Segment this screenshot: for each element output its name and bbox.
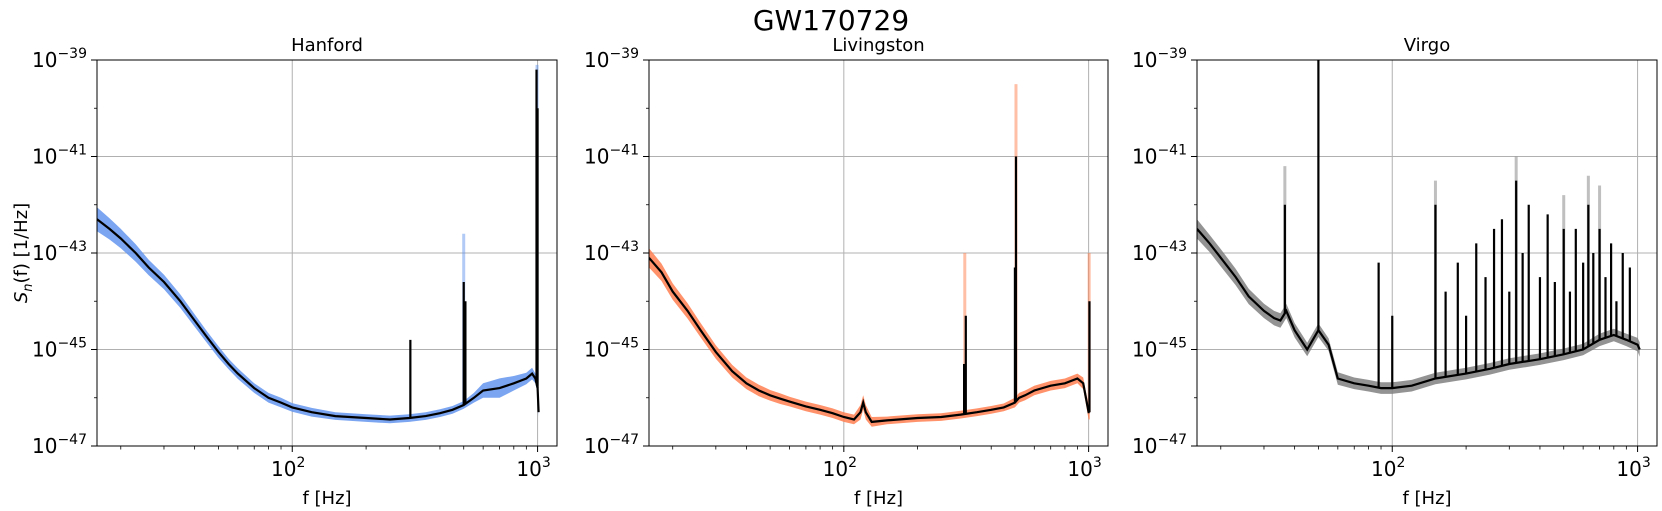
x-tick-label: 102	[271, 455, 305, 481]
plot-area	[97, 64, 540, 424]
uncertainty-band	[1197, 219, 1640, 394]
y-tick-label: 10−47	[1132, 432, 1187, 458]
y-tick-label: 10−39	[584, 46, 639, 72]
figure-title: GW170729	[752, 4, 910, 37]
y-tick-label: 10−47	[32, 432, 87, 458]
y-tick-label: 10−39	[32, 46, 87, 72]
x-tick-label: 103	[1067, 455, 1101, 481]
panel-title: Virgo	[1404, 35, 1450, 56]
x-tick-label: 102	[1371, 455, 1405, 481]
y-tick-label: 10−45	[584, 336, 639, 362]
panel-title: Hanford	[291, 35, 363, 56]
median-line	[649, 257, 1090, 424]
panel-hanford: 10−47 10−45 10−43 10−41 10−39 102 103 Hanford f …	[11, 35, 558, 509]
y-tick-label: 10−45	[32, 336, 87, 362]
median-line	[97, 218, 540, 421]
x-tick-label: 103	[516, 455, 550, 481]
plot-area	[649, 84, 1091, 427]
y-tick-label: 10−41	[584, 143, 639, 169]
uncertainty-band	[649, 248, 1090, 427]
y-tick-label: 10−45	[1132, 336, 1187, 362]
y-tick-label: 10−39	[1132, 46, 1187, 72]
x-tick-label: 103	[1616, 455, 1650, 481]
x-tick-label: 102	[823, 455, 857, 481]
y-tick-label: 10−47	[584, 432, 639, 458]
y-tick-label: 10−41	[1132, 143, 1187, 169]
panel-virgo: 10−47 10−45 10−43 10−41 10−39 102 103 Virgo f [H…	[1132, 35, 1658, 509]
x-axis-label: f [Hz]	[302, 488, 351, 509]
uncertainty-band	[97, 207, 539, 424]
y-tick-label: 10−43	[1132, 239, 1187, 265]
y-tick-label: 10−41	[32, 143, 87, 169]
x-axis-label: f [Hz]	[1402, 488, 1451, 509]
y-axis-label: Sn(f) [1/Hz]	[11, 203, 36, 303]
panel-livingston: 10−47 10−45 10−43 10−41 10−39 102 103 Livingsto…	[584, 35, 1109, 509]
panel-title: Livingston	[832, 35, 924, 56]
y-tick-label: 10−43	[584, 239, 639, 265]
y-tick-label: 10−43	[32, 239, 87, 265]
plot-area	[1197, 60, 1641, 394]
x-axis-label: f [Hz]	[854, 488, 903, 509]
